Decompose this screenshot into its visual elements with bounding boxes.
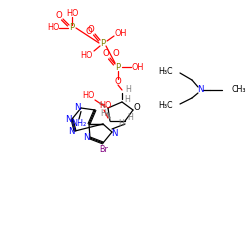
Text: HO: HO [66, 8, 78, 18]
Text: N: N [83, 132, 89, 141]
Text: N: N [65, 114, 71, 124]
Text: H: H [125, 86, 131, 94]
Text: HO: HO [47, 24, 59, 32]
Text: HO: HO [80, 50, 92, 59]
Text: N: N [197, 86, 203, 94]
Text: H: H [118, 118, 124, 128]
Text: O: O [88, 26, 94, 35]
Text: P: P [70, 24, 74, 32]
Text: O: O [114, 78, 121, 86]
Text: O: O [112, 48, 119, 58]
Text: H₃C: H₃C [158, 66, 173, 76]
Text: H₃C: H₃C [158, 102, 173, 110]
Text: OH: OH [132, 62, 144, 72]
Text: Br: Br [100, 144, 108, 154]
Text: P: P [100, 38, 105, 48]
Text: O: O [103, 50, 110, 58]
Text: H: H [100, 108, 106, 118]
Text: OH: OH [115, 28, 127, 38]
Text: CH₃: CH₃ [231, 86, 246, 94]
Text: N: N [74, 102, 80, 112]
Text: P: P [116, 62, 120, 72]
Text: N: N [111, 128, 117, 138]
Text: H: H [127, 114, 133, 122]
Text: O: O [134, 104, 140, 112]
Text: O: O [85, 27, 92, 36]
Text: N: N [68, 126, 74, 136]
Text: O: O [56, 12, 62, 20]
Text: HO: HO [82, 92, 94, 100]
Text: H: H [124, 96, 130, 104]
Text: NH₂: NH₂ [72, 120, 87, 128]
Text: HO: HO [99, 100, 111, 110]
